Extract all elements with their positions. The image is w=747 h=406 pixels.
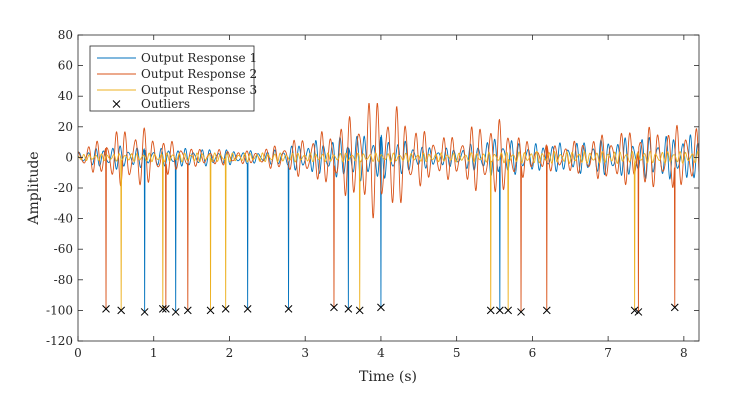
outlier-marker (140, 308, 149, 316)
legend-label-output-response-1: Output Response 1 (141, 51, 257, 65)
outlier-marker (284, 305, 293, 313)
y-tick-label: 80 (58, 28, 73, 42)
outlier-marker (504, 306, 513, 315)
legend-label-output-response-2: Output Response 2 (141, 67, 257, 81)
y-tick-label: 0 (65, 150, 73, 164)
x-tick-label: 4 (377, 346, 385, 360)
outlier-marker (158, 305, 167, 313)
y-tick-label: 60 (58, 59, 73, 73)
outlier-marker (355, 306, 364, 315)
x-tick-label: 5 (453, 346, 461, 360)
x-tick-label: 3 (301, 346, 309, 360)
outlier-marker (161, 305, 170, 313)
outlier-marker (330, 303, 338, 312)
x-tick-label: 6 (529, 346, 537, 360)
x-axis-label: Time (s) (359, 369, 417, 385)
legend-box (89, 45, 255, 112)
series-layer (78, 102, 699, 313)
legend-marker-x (112, 100, 121, 108)
y-tick-label: -20 (54, 181, 73, 195)
outlier-layer (102, 303, 679, 316)
x-tick-label: 1 (150, 346, 158, 360)
legend-label-outliers: Outliers (141, 97, 190, 111)
y-tick-label: -40 (54, 212, 73, 226)
outlier-marker (117, 306, 126, 315)
outlier-marker (517, 308, 525, 316)
y-tick-label: -60 (54, 242, 73, 256)
legend: Output Response 1 Output Response 2 Outp… (89, 45, 257, 112)
outlier-marker (634, 308, 643, 316)
outlier-marker (377, 303, 385, 312)
outlier-marker (206, 306, 215, 315)
x-tick-label: 2 (226, 346, 234, 360)
outlier-marker (221, 305, 230, 313)
y-tick-label: 20 (58, 120, 73, 134)
y-tick-label: -120 (46, 334, 73, 348)
tick-layer: 0 1 2 3 4 5 6 7 8 -120 -100 -80 -60 -40 -20 0 20 40 60 80 (46, 28, 699, 360)
x-tick-label: 8 (680, 346, 688, 360)
outlier-marker (171, 308, 180, 316)
outlier-marker (670, 303, 679, 312)
legend-label-output-response-3: Output Response 3 (141, 83, 257, 97)
y-tick-label: -80 (54, 273, 73, 287)
y-axis-label: Amplitude (26, 151, 42, 225)
outlier-marker (102, 305, 110, 313)
outlier-marker (243, 305, 252, 313)
x-tick-label: 7 (604, 346, 612, 360)
y-tick-label: -100 (46, 303, 73, 317)
outlier-marker (486, 306, 495, 315)
outlier-marker (542, 306, 551, 315)
outlier-marker (344, 305, 353, 313)
outlier-marker (495, 306, 504, 315)
x-tick-label: 0 (74, 346, 82, 360)
outlier-marker (183, 306, 192, 315)
series-line-output-response-3 (78, 150, 699, 311)
legend-marker-outliers (112, 100, 121, 108)
y-tick-label: 40 (58, 89, 73, 103)
